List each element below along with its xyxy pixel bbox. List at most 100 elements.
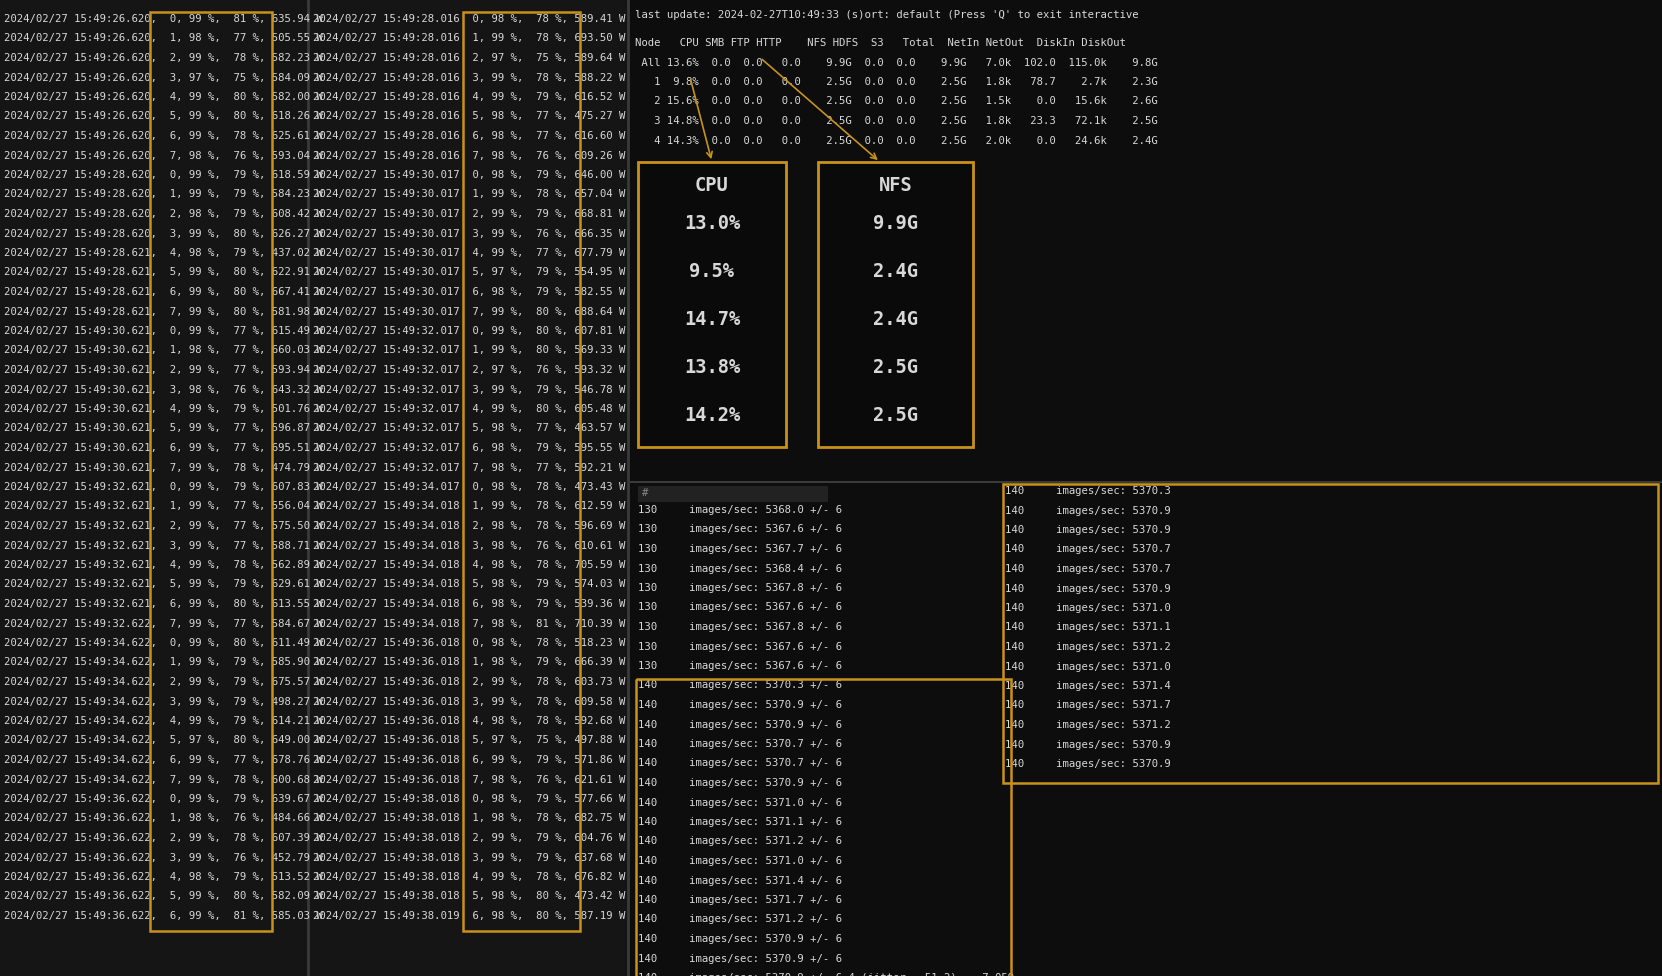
Text: 2024/02/27 15:49:34.018  2, 98 %,  78 %, 596.69 W: 2024/02/27 15:49:34.018 2, 98 %, 78 %, 5… <box>312 521 625 531</box>
Text: 140     images/sec: 5371.0 +/- 6: 140 images/sec: 5371.0 +/- 6 <box>638 856 843 866</box>
Text: 130     images/sec: 5368.4 +/- 6: 130 images/sec: 5368.4 +/- 6 <box>638 563 843 574</box>
Text: 2024/02/27 15:49:30.017  6, 98 %,  79 %, 582.55 W: 2024/02/27 15:49:30.017 6, 98 %, 79 %, 5… <box>312 287 625 297</box>
Text: 130     images/sec: 5367.6 +/- 6: 130 images/sec: 5367.6 +/- 6 <box>638 602 843 613</box>
Text: 140     images/sec: 5370.9: 140 images/sec: 5370.9 <box>1006 525 1170 535</box>
Bar <box>1002 484 1659 783</box>
Text: 2024/02/27 15:49:28.621,  6, 99 %,  80 %, 667.41 W: 2024/02/27 15:49:28.621, 6, 99 %, 80 %, … <box>3 287 322 297</box>
Text: 140     images/sec: 5370.3: 140 images/sec: 5370.3 <box>1006 486 1170 496</box>
Text: 2024/02/27 15:49:34.622,  7, 99 %,  78 %, 600.68 W: 2024/02/27 15:49:34.622, 7, 99 %, 78 %, … <box>3 775 322 785</box>
Text: 2024/02/27 15:49:36.018  7, 98 %,  76 %, 621.61 W: 2024/02/27 15:49:36.018 7, 98 %, 76 %, 6… <box>312 775 625 785</box>
Text: 2024/02/27 15:49:38.018  2, 99 %,  79 %, 604.76 W: 2024/02/27 15:49:38.018 2, 99 %, 79 %, 6… <box>312 833 625 843</box>
Text: 2024/02/27 15:49:36.622,  2, 99 %,  78 %, 607.39 W: 2024/02/27 15:49:36.622, 2, 99 %, 78 %, … <box>3 833 322 843</box>
Text: 2024/02/27 15:49:32.622,  7, 99 %,  77 %, 584.67 W: 2024/02/27 15:49:32.622, 7, 99 %, 77 %, … <box>3 619 322 629</box>
Text: 1  9.8%  0.0  0.0   0.0    2.5G  0.0  0.0    2.5G   1.8k   78.7    2.7k    2.3G: 1 9.8% 0.0 0.0 0.0 2.5G 0.0 0.0 2.5G 1.8… <box>635 77 1158 87</box>
Text: 2024/02/27 15:49:36.018  6, 99 %,  79 %, 571.86 W: 2024/02/27 15:49:36.018 6, 99 %, 79 %, 5… <box>312 755 625 765</box>
Text: 2.5G: 2.5G <box>873 406 917 425</box>
Text: 2024/02/27 15:49:36.622,  5, 99 %,  80 %, 582.09 W: 2024/02/27 15:49:36.622, 5, 99 %, 80 %, … <box>3 891 322 902</box>
Text: 2024/02/27 15:49:26.620,  7, 98 %,  76 %, 593.04 W: 2024/02/27 15:49:26.620, 7, 98 %, 76 %, … <box>3 150 322 160</box>
Text: last update: 2024-02-27T10:49:33 (s)ort: default (Press 'Q' to exit interactive: last update: 2024-02-27T10:49:33 (s)ort:… <box>635 10 1138 20</box>
Text: 130     images/sec: 5367.6 +/- 6: 130 images/sec: 5367.6 +/- 6 <box>638 661 843 671</box>
Text: CPU: CPU <box>695 176 730 195</box>
Text: 130     images/sec: 5367.6 +/- 6: 130 images/sec: 5367.6 +/- 6 <box>638 524 843 535</box>
Text: 140     images/sec: 5371.1: 140 images/sec: 5371.1 <box>1006 623 1170 632</box>
Text: 2024/02/27 15:49:36.622,  6, 99 %,  81 %, 585.03 W: 2024/02/27 15:49:36.622, 6, 99 %, 81 %, … <box>3 911 322 921</box>
Text: 2024/02/27 15:49:34.018  7, 98 %,  81 %, 710.39 W: 2024/02/27 15:49:34.018 7, 98 %, 81 %, 7… <box>312 619 625 629</box>
Text: 2024/02/27 15:49:32.017  4, 99 %,  80 %, 605.48 W: 2024/02/27 15:49:32.017 4, 99 %, 80 %, 6… <box>312 404 625 414</box>
Text: 2024/02/27 15:49:28.016  2, 97 %,  75 %, 589.64 W: 2024/02/27 15:49:28.016 2, 97 %, 75 %, 5… <box>312 53 625 63</box>
Text: 140     images/sec: 5371.2 +/- 6: 140 images/sec: 5371.2 +/- 6 <box>638 915 843 924</box>
Text: NFS: NFS <box>879 176 912 195</box>
Text: 2024/02/27 15:49:28.620,  0, 99 %,  79 %, 618.59 W: 2024/02/27 15:49:28.620, 0, 99 %, 79 %, … <box>3 170 322 180</box>
Bar <box>637 678 1010 976</box>
Bar <box>628 0 1662 976</box>
Text: 2024/02/27 15:49:38.018  3, 99 %,  79 %, 637.68 W: 2024/02/27 15:49:38.018 3, 99 %, 79 %, 6… <box>312 852 625 863</box>
Text: 140     images/sec: 5370.9 +/- 6: 140 images/sec: 5370.9 +/- 6 <box>638 719 843 729</box>
Text: 2024/02/27 15:49:26.620,  2, 99 %,  78 %, 582.23 W: 2024/02/27 15:49:26.620, 2, 99 %, 78 %, … <box>3 53 322 63</box>
Bar <box>638 486 828 502</box>
Text: 140     images/sec: 5371.0 +/- 6: 140 images/sec: 5371.0 +/- 6 <box>638 797 843 807</box>
Text: 13.0%: 13.0% <box>683 214 740 233</box>
Text: 2024/02/27 15:49:32.621,  1, 99 %,  77 %, 556.04 W: 2024/02/27 15:49:32.621, 1, 99 %, 77 %, … <box>3 502 322 511</box>
Text: 140     images/sec: 5371.4: 140 images/sec: 5371.4 <box>1006 681 1170 691</box>
Text: 2024/02/27 15:49:32.621,  3, 99 %,  77 %, 588.71 W: 2024/02/27 15:49:32.621, 3, 99 %, 77 %, … <box>3 541 322 550</box>
Text: 2024/02/27 15:49:38.018  5, 98 %,  80 %, 473.42 W: 2024/02/27 15:49:38.018 5, 98 %, 80 %, 4… <box>312 891 625 902</box>
Text: 2 15.6%  0.0  0.0   0.0    2.5G  0.0  0.0    2.5G   1.5k    0.0   15.6k    2.6G: 2 15.6% 0.0 0.0 0.0 2.5G 0.0 0.0 2.5G 1.… <box>635 97 1158 106</box>
Text: 2024/02/27 15:49:34.622,  2, 99 %,  79 %, 675.57 W: 2024/02/27 15:49:34.622, 2, 99 %, 79 %, … <box>3 677 322 687</box>
Text: 2024/02/27 15:49:32.017  5, 98 %,  77 %, 463.57 W: 2024/02/27 15:49:32.017 5, 98 %, 77 %, 4… <box>312 424 625 433</box>
Text: 140     images/sec: 5371.2: 140 images/sec: 5371.2 <box>1006 720 1170 730</box>
Text: 2024/02/27 15:49:32.017  6, 98 %,  79 %, 595.55 W: 2024/02/27 15:49:32.017 6, 98 %, 79 %, 5… <box>312 443 625 453</box>
Text: 2024/02/27 15:49:32.621,  0, 99 %,  79 %, 607.83 W: 2024/02/27 15:49:32.621, 0, 99 %, 79 %, … <box>3 482 322 492</box>
Text: 2024/02/27 15:49:30.621,  1, 98 %,  77 %, 660.03 W: 2024/02/27 15:49:30.621, 1, 98 %, 77 %, … <box>3 346 322 355</box>
Text: 2024/02/27 15:49:36.018  4, 98 %,  78 %, 592.68 W: 2024/02/27 15:49:36.018 4, 98 %, 78 %, 5… <box>312 716 625 726</box>
Text: 2024/02/27 15:49:28.620,  2, 98 %,  79 %, 608.42 W: 2024/02/27 15:49:28.620, 2, 98 %, 79 %, … <box>3 209 322 219</box>
Text: 2024/02/27 15:49:32.017  7, 98 %,  77 %, 592.21 W: 2024/02/27 15:49:32.017 7, 98 %, 77 %, 5… <box>312 463 625 472</box>
Text: 140     images/sec: 5371.2 +/- 6: 140 images/sec: 5371.2 +/- 6 <box>638 836 843 846</box>
Text: 2024/02/27 15:49:36.018  0, 98 %,  78 %, 518.23 W: 2024/02/27 15:49:36.018 0, 98 %, 78 %, 5… <box>312 638 625 648</box>
Text: #: # <box>642 488 648 498</box>
Text: 140     images/sec: 5370.7 +/- 6: 140 images/sec: 5370.7 +/- 6 <box>638 758 843 768</box>
Text: 2024/02/27 15:49:34.622,  5, 97 %,  80 %, 649.00 W: 2024/02/27 15:49:34.622, 5, 97 %, 80 %, … <box>3 736 322 746</box>
Text: 2024/02/27 15:49:30.621,  2, 99 %,  77 %, 593.94 W: 2024/02/27 15:49:30.621, 2, 99 %, 77 %, … <box>3 365 322 375</box>
Text: 2024/02/27 15:49:28.621,  7, 99 %,  80 %, 581.98 W: 2024/02/27 15:49:28.621, 7, 99 %, 80 %, … <box>3 306 322 316</box>
Text: 13.8%: 13.8% <box>683 358 740 377</box>
Text: 2024/02/27 15:49:28.016  0, 98 %,  78 %, 589.41 W: 2024/02/27 15:49:28.016 0, 98 %, 78 %, 5… <box>312 14 625 24</box>
Text: 2024/02/27 15:49:32.621,  6, 99 %,  80 %, 613.55 W: 2024/02/27 15:49:32.621, 6, 99 %, 80 %, … <box>3 599 322 609</box>
Bar <box>150 12 273 930</box>
Text: 140     images/sec: 5370.9 +/- 6: 140 images/sec: 5370.9 +/- 6 <box>638 954 843 963</box>
Text: 2024/02/27 15:49:36.018  1, 98 %,  79 %, 666.39 W: 2024/02/27 15:49:36.018 1, 98 %, 79 %, 6… <box>312 658 625 668</box>
Text: 140     images/sec: 5370.7: 140 images/sec: 5370.7 <box>1006 564 1170 574</box>
Text: 140     images/sec: 5371.0: 140 images/sec: 5371.0 <box>1006 662 1170 671</box>
Text: 2024/02/27 15:49:26.620,  6, 99 %,  78 %, 625.61 W: 2024/02/27 15:49:26.620, 6, 99 %, 78 %, … <box>3 131 322 141</box>
Text: 2024/02/27 15:49:36.622,  4, 98 %,  79 %, 513.52 W: 2024/02/27 15:49:36.622, 4, 98 %, 79 %, … <box>3 872 322 882</box>
Text: 2024/02/27 15:49:30.017  5, 97 %,  79 %, 554.95 W: 2024/02/27 15:49:30.017 5, 97 %, 79 %, 5… <box>312 267 625 277</box>
Text: 2024/02/27 15:49:30.017  2, 99 %,  79 %, 668.81 W: 2024/02/27 15:49:30.017 2, 99 %, 79 %, 6… <box>312 209 625 219</box>
Text: 2024/02/27 15:49:28.016  3, 99 %,  78 %, 588.22 W: 2024/02/27 15:49:28.016 3, 99 %, 78 %, 5… <box>312 72 625 83</box>
Text: 2024/02/27 15:49:30.621,  3, 98 %,  76 %, 643.32 W: 2024/02/27 15:49:30.621, 3, 98 %, 76 %, … <box>3 385 322 394</box>
Text: 2024/02/27 15:49:28.016  5, 98 %,  77 %, 475.27 W: 2024/02/27 15:49:28.016 5, 98 %, 77 %, 4… <box>312 111 625 121</box>
Text: 2024/02/27 15:49:34.018  5, 98 %,  79 %, 574.03 W: 2024/02/27 15:49:34.018 5, 98 %, 79 %, 5… <box>312 580 625 590</box>
Text: 2024/02/27 15:49:34.622,  1, 99 %,  79 %, 585.90 W: 2024/02/27 15:49:34.622, 1, 99 %, 79 %, … <box>3 658 322 668</box>
Text: 2024/02/27 15:49:28.621,  5, 99 %,  80 %, 622.91 W: 2024/02/27 15:49:28.621, 5, 99 %, 80 %, … <box>3 267 322 277</box>
Text: 2024/02/27 15:49:34.018  4, 98 %,  78 %, 705.59 W: 2024/02/27 15:49:34.018 4, 98 %, 78 %, 7… <box>312 560 625 570</box>
Text: 2.5G: 2.5G <box>873 358 917 377</box>
Text: 9.9G: 9.9G <box>873 214 917 233</box>
Text: 140     images/sec: 5371.0: 140 images/sec: 5371.0 <box>1006 603 1170 613</box>
Text: 2024/02/27 15:49:30.621,  4, 99 %,  79 %, 501.76 W: 2024/02/27 15:49:30.621, 4, 99 %, 79 %, … <box>3 404 322 414</box>
Text: 2024/02/27 15:49:30.017  4, 99 %,  77 %, 677.79 W: 2024/02/27 15:49:30.017 4, 99 %, 77 %, 6… <box>312 248 625 258</box>
Text: 2024/02/27 15:49:30.621,  0, 99 %,  77 %, 615.49 W: 2024/02/27 15:49:30.621, 0, 99 %, 77 %, … <box>3 326 322 336</box>
Text: 130     images/sec: 5368.0 +/- 6: 130 images/sec: 5368.0 +/- 6 <box>638 505 843 515</box>
Text: 2.4G: 2.4G <box>873 310 917 329</box>
Text: 130     images/sec: 5367.7 +/- 6: 130 images/sec: 5367.7 +/- 6 <box>638 544 843 554</box>
Text: 2024/02/27 15:49:26.620,  3, 97 %,  75 %, 584.09 W: 2024/02/27 15:49:26.620, 3, 97 %, 75 %, … <box>3 72 322 83</box>
Bar <box>309 0 628 976</box>
Text: 4 14.3%  0.0  0.0   0.0    2.5G  0.0  0.0    2.5G   2.0k    0.0   24.6k    2.4G: 4 14.3% 0.0 0.0 0.0 2.5G 0.0 0.0 2.5G 2.… <box>635 136 1158 145</box>
Bar <box>818 162 972 447</box>
Text: 130     images/sec: 5367.8 +/- 6: 130 images/sec: 5367.8 +/- 6 <box>638 583 843 593</box>
Text: 2024/02/27 15:49:26.620,  0, 99 %,  81 %, 635.94 W: 2024/02/27 15:49:26.620, 0, 99 %, 81 %, … <box>3 14 322 24</box>
Text: 140     images/sec: 5371.7 +/- 6: 140 images/sec: 5371.7 +/- 6 <box>638 895 843 905</box>
Text: 130     images/sec: 5367.6 +/- 6: 130 images/sec: 5367.6 +/- 6 <box>638 641 843 652</box>
Text: 14.2%: 14.2% <box>683 406 740 425</box>
Text: 2024/02/27 15:49:34.622,  3, 99 %,  79 %, 498.27 W: 2024/02/27 15:49:34.622, 3, 99 %, 79 %, … <box>3 697 322 707</box>
Text: 2024/02/27 15:49:26.620,  5, 99 %,  80 %, 618.26 W: 2024/02/27 15:49:26.620, 5, 99 %, 80 %, … <box>3 111 322 121</box>
Text: 140     images/sec: 5370.9: 140 images/sec: 5370.9 <box>1006 506 1170 515</box>
